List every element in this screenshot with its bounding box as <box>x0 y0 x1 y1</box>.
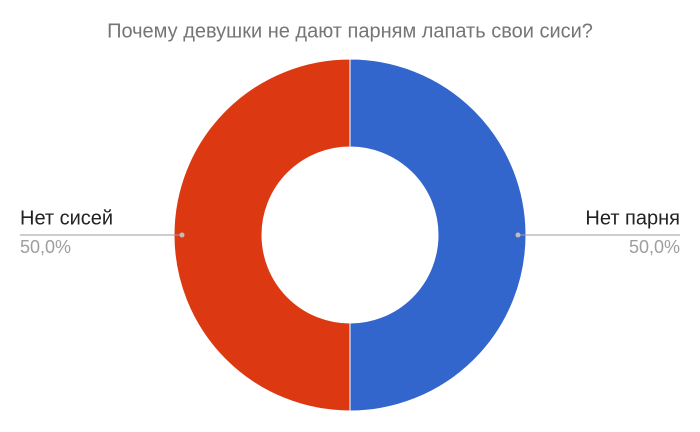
slice-label: Нет парня <box>585 207 680 229</box>
slice-value-label: 50,0% <box>629 237 680 257</box>
donut-slice <box>173 58 351 412</box>
slice-value-label: 50,0% <box>20 237 71 257</box>
leader-dot <box>179 232 185 238</box>
donut-slice <box>349 58 527 412</box>
leader-dot <box>515 232 521 238</box>
chart-title: Почему девушки не дают парням лапать сво… <box>107 20 593 42</box>
slice-label: Нет сисей <box>20 207 113 229</box>
